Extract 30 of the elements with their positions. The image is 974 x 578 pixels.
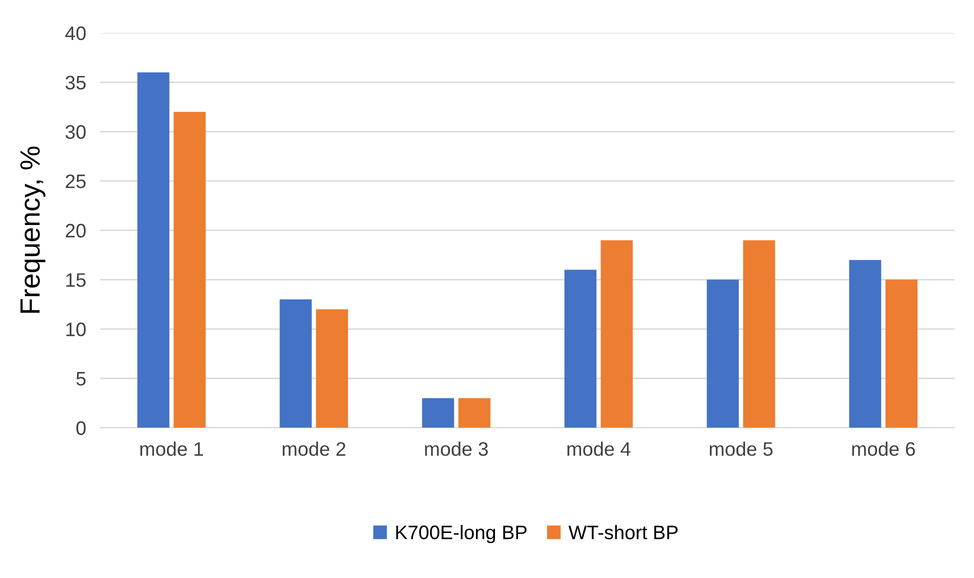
bar (422, 398, 454, 428)
legend-label: WT-short BP (568, 525, 678, 540)
y-tick-label: 0 (76, 421, 86, 435)
y-axis-title: Frequency, % (20, 146, 46, 313)
bar (137, 72, 170, 428)
y-tick-label: 20 (66, 224, 86, 238)
bar (849, 260, 882, 428)
x-tick-label: mode 6 (852, 442, 915, 456)
bar (885, 280, 918, 428)
x-tick-label: mode 4 (567, 442, 630, 456)
bar (706, 280, 739, 428)
y-tick-label: 25 (66, 174, 86, 188)
bar (743, 240, 776, 428)
y-tick-label: 40 (65, 26, 86, 40)
bar (316, 309, 348, 428)
x-tick-label: mode 1 (140, 442, 203, 456)
bar (600, 240, 633, 428)
x-tick-label: mode 3 (425, 442, 488, 456)
y-tick-label: 35 (66, 76, 86, 90)
bar (174, 112, 206, 428)
y-tick-label: 10 (66, 322, 86, 336)
y-tick-label: 30 (66, 125, 86, 139)
x-tick-label: mode 5 (710, 442, 773, 456)
legend-label: K700E-long BP (396, 525, 527, 544)
y-tick-label: 5 (76, 372, 86, 386)
bar (564, 270, 596, 428)
bar (280, 299, 312, 428)
bar (458, 398, 490, 428)
x-tick-label: mode 2 (282, 442, 346, 456)
y-tick-label: 15 (66, 273, 86, 287)
